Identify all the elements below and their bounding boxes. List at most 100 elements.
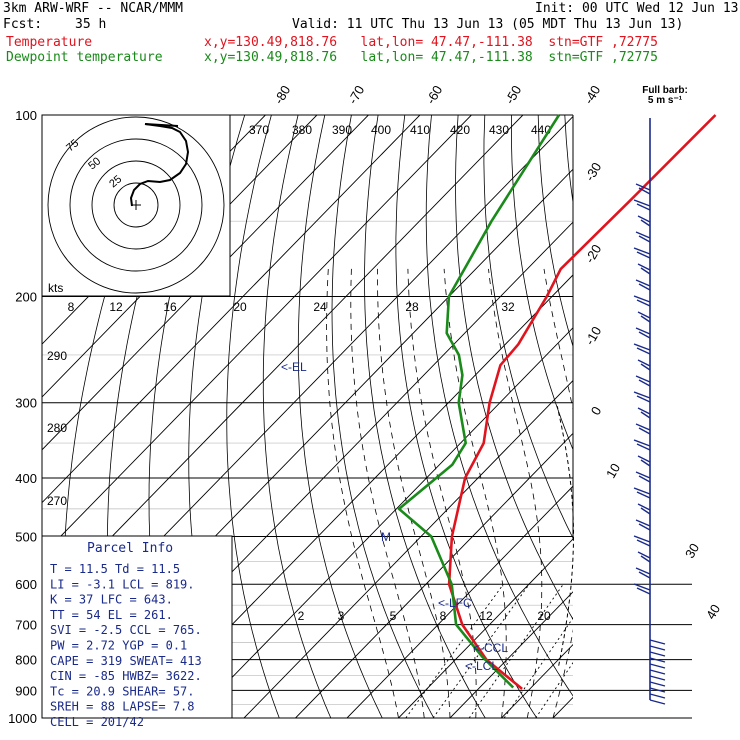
- wind-barb: [640, 219, 651, 227]
- wind-barb: [637, 455, 651, 463]
- wind-barb: [638, 235, 651, 243]
- theta-label: 270: [47, 494, 67, 508]
- dry-adiabat-line: [455, 115, 573, 621]
- parcel-info-row: Tc = 20.9 SHEAR= 57.: [50, 684, 195, 698]
- hodograph-kts-label: kts: [48, 281, 63, 295]
- wind-barb: [649, 681, 666, 687]
- wind-barb: [637, 263, 651, 271]
- isotherm-line: [656, 115, 740, 718]
- wind-barb: [638, 523, 651, 531]
- hodograph-ring: [113, 182, 159, 228]
- dewpoint-location-info: x,y=130.49,818.76 lat,lon= 47.47,-111.38…: [204, 50, 658, 65]
- mixing-ratio-line: [535, 661, 573, 718]
- wind-barb: [636, 539, 651, 547]
- wind-barb: [638, 283, 651, 291]
- isotherm-line: [708, 115, 740, 718]
- dry-adiabat-line: [297, 115, 383, 718]
- parcel-info-row: TT = 54 EL = 261.: [50, 608, 173, 622]
- moist-adiabat-line: [326, 268, 399, 718]
- theta-label: 290: [47, 349, 67, 363]
- isotherm-line: [449, 591, 573, 718]
- wind-barb: [638, 187, 651, 195]
- wind-barb: [649, 675, 666, 681]
- dry-adiabat-line: [725, 115, 740, 718]
- dry-adiabat-line: [262, 115, 332, 718]
- theta-label: 370: [249, 123, 269, 137]
- hodograph-speed-label: 8: [68, 300, 75, 314]
- hodograph-speed-label: 20: [233, 300, 247, 314]
- isotherm-line: [192, 327, 573, 718]
- moist-adiabat-line: [407, 268, 477, 718]
- wind-barb: [649, 639, 666, 645]
- isotherm-label: -60: [423, 83, 445, 107]
- pressure-label: 400: [15, 471, 37, 486]
- dry-adiabat-line: [564, 115, 573, 206]
- parcel-info-row: LI = -3.1 LCL = 819.: [50, 577, 195, 591]
- wind-barb: [633, 535, 651, 543]
- dry-adiabat-line: [698, 115, 740, 718]
- isotherm-line: [398, 538, 573, 718]
- wind-barb: [633, 199, 651, 207]
- wind-barb: [640, 315, 651, 323]
- mixing-ratio-label: 5: [390, 609, 397, 623]
- wind-barb: [636, 491, 651, 499]
- hodograph-trace: [129, 123, 190, 207]
- isotherm-label: -10: [582, 324, 604, 348]
- wind-barb: [640, 267, 651, 275]
- wind-barb: [635, 183, 651, 191]
- isotherm-label: 30: [682, 541, 702, 561]
- isotherm-label: -30: [582, 160, 604, 184]
- wind-barb: [633, 247, 651, 255]
- mixing-ratio-line: [503, 617, 573, 718]
- wind-barb: [638, 331, 651, 339]
- pressure-label: 600: [15, 577, 37, 592]
- lfc-annotation: <-LFC: [438, 596, 472, 610]
- wind-barb: [636, 299, 651, 307]
- hodograph-speed-label: 28: [405, 300, 419, 314]
- theta-label: 400: [371, 123, 391, 137]
- dry-adiabat-line: [592, 115, 740, 718]
- theta-label: 280: [47, 421, 67, 435]
- wind-barb: [637, 503, 651, 511]
- moist-adiabat-line: [377, 268, 451, 718]
- m-annotation: M: [381, 530, 391, 544]
- parcel-info-row: PW = 2.72 YGP = 0.1: [50, 639, 187, 653]
- wind-barb: [636, 347, 651, 355]
- wind-barb: [638, 571, 651, 579]
- isotherm-line: [42, 115, 472, 557]
- dry-adiabat-line: [510, 115, 573, 451]
- parcel-info-panel: Parcel Info T = 11.5 Td = 11.5LI = -3.1 L…: [41, 535, 233, 729]
- parcel-path: [556, 406, 574, 666]
- isotherm-label: 0: [588, 404, 605, 418]
- wind-barb: [649, 669, 666, 675]
- wind-barb: [636, 203, 651, 211]
- wind-barb: [635, 231, 651, 239]
- dry-adiabat-line: [672, 115, 740, 718]
- wind-barb: [649, 657, 666, 663]
- wind-barb: [636, 587, 651, 595]
- isotherm-line: [295, 432, 573, 718]
- dry-adiabat-line: [618, 115, 740, 718]
- parcel-info-row: SVI = -2.5 CCL = 765.: [50, 623, 202, 637]
- wind-barb: [649, 645, 666, 651]
- pressure-label: 1000: [8, 711, 37, 726]
- fcst-value: 35 h: [75, 17, 107, 32]
- wind-barb: [633, 439, 651, 447]
- wind-barb: [633, 487, 651, 495]
- isotherm-label: -40: [581, 83, 603, 107]
- wind-barb: [649, 687, 666, 693]
- moist-adiabat-line: [350, 268, 425, 718]
- isotherm-label: -50: [502, 83, 524, 107]
- hodograph-speed-label: 24: [313, 300, 327, 314]
- pressure-label: 500: [15, 529, 37, 544]
- wind-barb: [635, 471, 651, 479]
- wind-barb: [649, 693, 666, 699]
- mixing-ratio-label: 8: [440, 609, 447, 623]
- full-barb-unit: 5 m s⁻¹: [648, 95, 683, 106]
- wind-barb: [635, 567, 651, 575]
- wind-barb: [640, 555, 651, 563]
- parcel-info-row: CELL = 201/42: [50, 715, 144, 729]
- theta-label: 410: [410, 123, 430, 137]
- parcel-info-frame: [41, 535, 233, 719]
